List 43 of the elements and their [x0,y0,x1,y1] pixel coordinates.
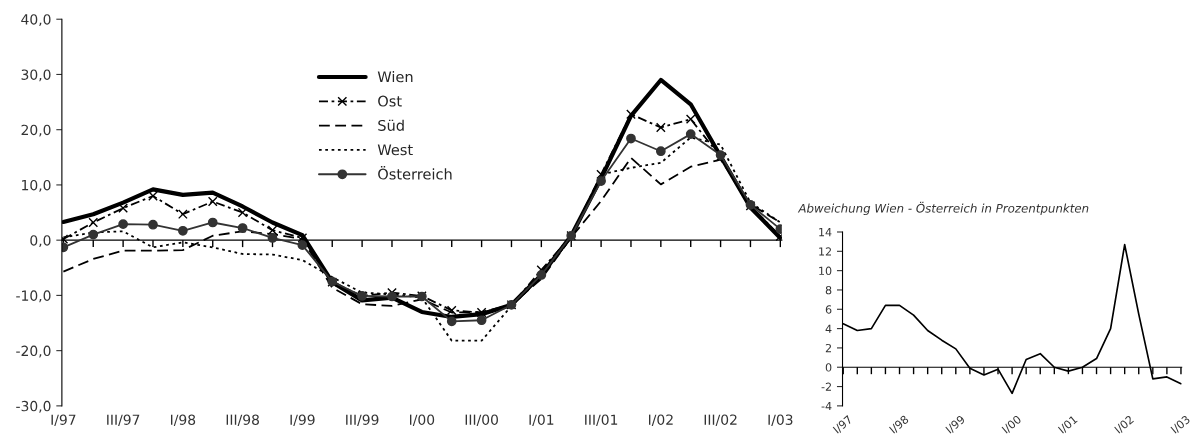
legend-label: Ost [378,95,402,107]
y-tick-label: 6 [825,305,832,314]
y-tick-label: -30,0 [16,400,51,413]
x-tick-label: III/01 [585,414,618,427]
y-tick-label: 20,0 [21,124,51,137]
legend-label: Süd [378,119,404,131]
legend-label: Österreich [378,166,452,180]
y-tick-label: 0 [825,363,832,372]
x-tick-label: I/02 [648,414,673,427]
x-tick-label: III/00 [465,414,498,427]
y-tick-label: -10,0 [16,290,51,303]
x-tick-label: I/99 [290,414,315,427]
y-tick-label: -4 [821,402,832,411]
y-tick-label: 4 [825,324,832,333]
x-tick-label: I/01 [529,414,554,427]
x-tick-label: I/01 [1057,415,1079,435]
x-tick-label: I/00 [1001,414,1023,435]
y-tick-label: 30,0 [21,69,51,82]
y-tick-label: 0,0 [30,235,51,248]
x-tick-label: I/98 [171,414,196,427]
chart-title: Abweichung Wien - Österreich in Prozentpunkten [797,201,1089,215]
x-tick-label: III/97 [107,414,140,427]
x-tick-label: I/02 [1114,415,1135,435]
x-tick-label: I/97 [832,414,854,435]
y-tick-label: 14 [819,228,832,237]
x-tick-label: I/99 [945,414,966,435]
x-tick-label: I/00 [409,414,435,427]
x-tick-label: I/03 [1170,414,1190,435]
y-tick-label: 40,0 [21,14,51,27]
y-tick-label: 2 [825,343,831,353]
y-tick-label: 10 [819,266,832,276]
x-tick-label: I/03 [768,414,793,427]
y-tick-label: 10,0 [22,179,51,192]
y-tick-label: -2 [821,382,831,391]
legend-label: Wien [377,71,413,83]
x-tick-label: I/97 [51,414,76,427]
y-tick-label: -20,0 [16,345,51,358]
legend-label: West [377,144,413,156]
x-tick-label: III/99 [346,414,379,427]
y-tick-label: 12 [819,247,831,256]
x-tick-label: III/02 [704,414,737,427]
y-tick-label: 8 [825,285,832,295]
x-tick-label: III/98 [226,414,259,427]
